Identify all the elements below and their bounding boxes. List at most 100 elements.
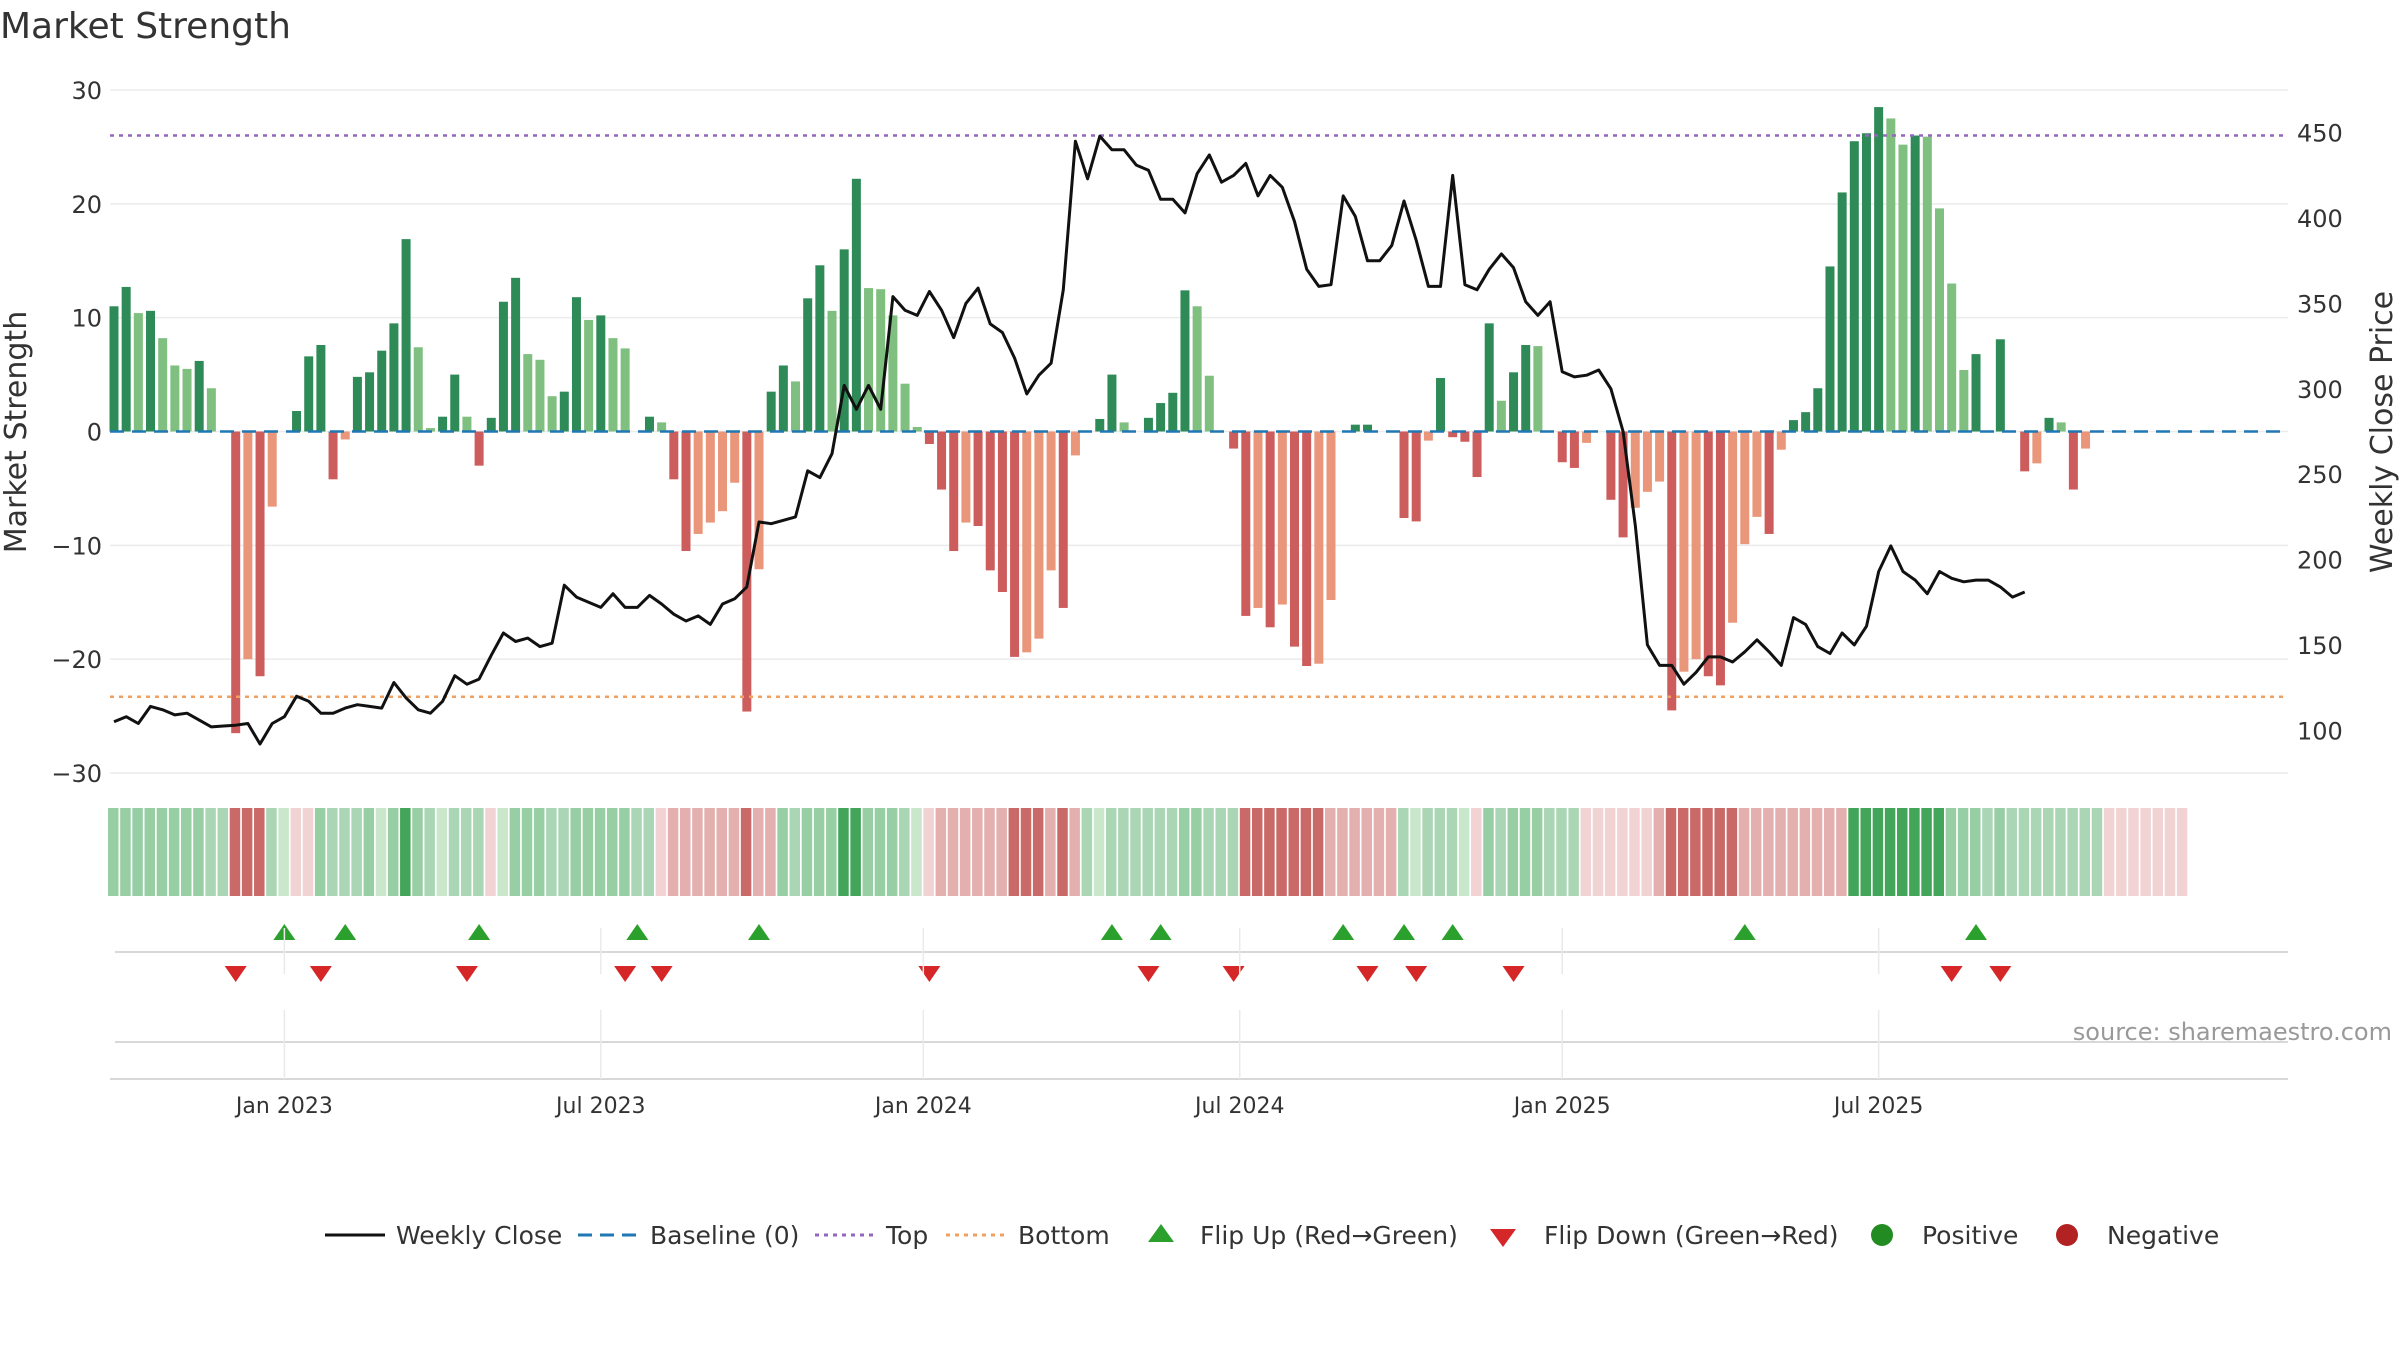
regime-cell (886, 808, 898, 896)
y-tick-label: −30 (51, 760, 102, 788)
regime-cell (1069, 808, 1080, 896)
x-tick-label: Jan 2025 (1512, 1094, 1611, 1119)
strength-bar (438, 416, 448, 432)
strength-bar (450, 374, 460, 432)
strength-bar (1168, 392, 1178, 432)
strength-bar (1180, 290, 1190, 432)
regime-cell (473, 808, 484, 896)
strength-bar (1472, 431, 1482, 478)
regime-cell (1629, 808, 1640, 896)
regime-cell (1264, 808, 1275, 896)
regime-cell (1020, 808, 1032, 896)
strength-bar (1350, 424, 1360, 432)
regime-cell (2018, 808, 2030, 896)
regime-cell (485, 808, 496, 896)
regime-cell (1836, 808, 1847, 896)
regime-cell (1251, 808, 1263, 896)
regime-cell (1142, 808, 1153, 896)
regime-cell (1909, 808, 1920, 896)
strength-bar (1825, 266, 1835, 432)
regime-cell (2006, 808, 2018, 896)
strength-bar (1667, 431, 1677, 711)
strength-bar (1265, 431, 1275, 628)
regime-cell (2055, 808, 2066, 896)
flip-up-marker (1332, 924, 1355, 940)
flip-markers (224, 924, 2012, 982)
strength-bar (1618, 431, 1628, 538)
flip-up-marker (1965, 924, 1988, 940)
regime-cell (874, 808, 886, 896)
regime-cell (1325, 808, 1336, 896)
strength-bar (328, 431, 338, 480)
regime-cell (570, 808, 581, 896)
strength-bar (1289, 431, 1299, 647)
regime-cell (923, 808, 934, 896)
y-tick-label: 20 (71, 191, 102, 219)
regime-cell (1665, 808, 1677, 896)
strength-bar (1423, 431, 1433, 441)
strength-bar (1874, 107, 1884, 432)
strength-bar (486, 417, 496, 432)
y2-tick-label: 100 (2297, 717, 2343, 745)
strength-bar (1521, 344, 1531, 432)
regime-cell (1653, 808, 1665, 896)
strength-bar (1314, 431, 1324, 664)
y-tick-label: 10 (71, 305, 102, 333)
x-tick-label: Jan 2023 (234, 1094, 333, 1119)
y2-tick-label: 150 (2297, 632, 2343, 660)
regime-cell (1799, 808, 1811, 896)
regime-cell (1690, 808, 1701, 896)
source-label: source: sharemaestro.com (2073, 1018, 2392, 1046)
regime-cell (1434, 808, 1446, 896)
strength-bar (1484, 323, 1494, 432)
regime-cell (1884, 808, 1896, 896)
regime-cell (1787, 808, 1798, 896)
regime-cell (400, 808, 411, 896)
x-tick-label: Jul 2024 (1193, 1094, 1285, 1119)
strength-bar (389, 323, 399, 432)
strength-bar (1192, 306, 1202, 432)
strength-bar (924, 431, 934, 445)
strength-bar (1533, 346, 1543, 432)
regime-cell (850, 808, 861, 896)
strength-bar (1642, 431, 1652, 492)
regime-cell (631, 808, 642, 896)
strength-bar (1119, 422, 1129, 432)
y-axis-ticks: 30 20 10 0 −10 −20 −30 (51, 77, 102, 788)
regime-cell (2140, 808, 2151, 896)
legend-weekly-close: Weekly Close (396, 1221, 562, 1250)
strength-bar (644, 416, 654, 432)
y-tick-label: −10 (51, 532, 102, 560)
regime-cell (1592, 808, 1604, 896)
strength-bar (1107, 374, 1117, 432)
strength-bars (109, 107, 2091, 734)
regime-cell (460, 808, 472, 896)
flip-up-marker (1100, 924, 1123, 940)
regime-cell (339, 808, 350, 896)
strength-bar (949, 431, 959, 552)
regime-cell (1045, 808, 1056, 896)
regime-cell (1702, 808, 1713, 896)
regime-cell (302, 808, 314, 896)
strength-bar (1715, 431, 1725, 686)
regime-cell (1215, 808, 1226, 896)
strength-bar (1229, 431, 1239, 449)
regime-cell (1507, 808, 1519, 896)
regime-cell (1763, 808, 1774, 896)
strength-bar (292, 411, 302, 432)
regime-cell (947, 808, 959, 896)
strength-bar (718, 431, 727, 512)
regime-cell (1970, 808, 1981, 896)
regime-cell (1032, 808, 1044, 896)
strength-bar (985, 431, 995, 571)
regime-cell (205, 808, 216, 896)
x-tick-label: Jan 2024 (873, 1094, 972, 1119)
regime-cell (862, 808, 874, 896)
regime-cell (801, 808, 813, 896)
regime-cell (1203, 808, 1214, 896)
legend-negative: Negative (2107, 1221, 2219, 1250)
strength-bar (1496, 400, 1506, 432)
regime-cell (1994, 808, 2005, 896)
weekly-close-line (113, 134, 2026, 746)
